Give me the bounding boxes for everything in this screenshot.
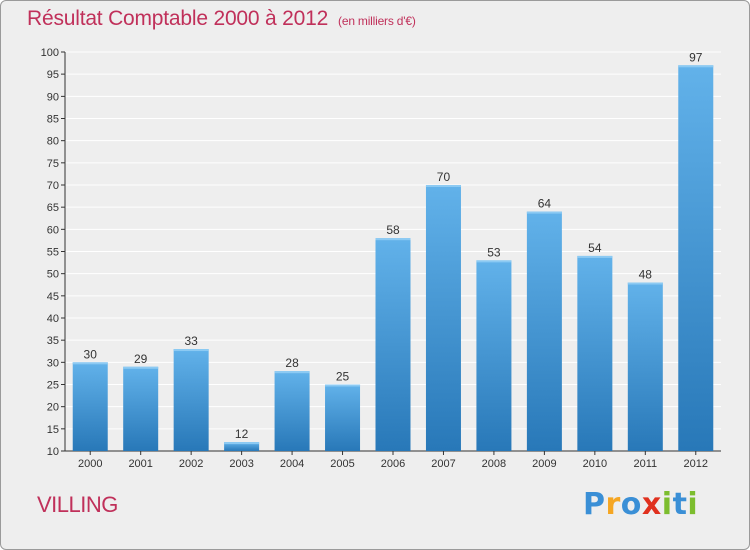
y-tick-label: 90	[47, 91, 59, 103]
y-tick-label: 65	[47, 202, 59, 214]
x-tick-label: 2009	[532, 458, 556, 470]
y-tick-label: 20	[47, 402, 59, 414]
bar-highlight	[627, 282, 663, 285]
bar	[627, 282, 663, 451]
value-label: 29	[134, 352, 148, 366]
logo-letter: r	[605, 487, 621, 522]
x-tick-label: 2005	[330, 458, 354, 470]
value-label: 33	[184, 334, 198, 348]
bar	[476, 260, 512, 451]
y-tick-label: 75	[47, 158, 59, 170]
bar	[224, 442, 260, 451]
value-labels: 30 29 33 12 28 25 58 70 53 64 54 48 97	[84, 50, 703, 441]
logo-letter: P	[583, 487, 606, 522]
bar	[678, 65, 714, 452]
bar-highlight	[425, 185, 461, 187]
bar	[123, 366, 159, 451]
y-tick-label: 45	[47, 291, 59, 303]
logo-letter: x	[641, 487, 662, 522]
bar-highlight	[274, 371, 310, 374]
y-tick-label: 25	[47, 380, 59, 392]
value-label: 64	[538, 197, 552, 211]
logo-letter: o	[620, 487, 642, 522]
y-tick-label: 55	[47, 247, 59, 259]
x-tick-label: 2002	[179, 458, 203, 470]
bar	[173, 349, 209, 451]
value-label: 54	[588, 241, 602, 255]
value-label: 28	[285, 356, 299, 370]
bar-highlight	[678, 65, 714, 68]
bar-highlight	[123, 366, 159, 369]
x-tick-label: 2007	[431, 458, 455, 470]
y-tick-label: 40	[47, 313, 59, 325]
logo-letter: t	[672, 487, 688, 522]
x-tick-label: 2008	[482, 458, 506, 470]
y-tick-label: 95	[47, 69, 59, 81]
value-label: 97	[689, 50, 703, 64]
value-label: 12	[235, 427, 249, 441]
bars	[72, 65, 714, 452]
bar-highlight	[375, 238, 411, 241]
bar-highlight	[173, 349, 209, 352]
bar	[526, 211, 562, 451]
x-tick-label: 2011	[633, 458, 657, 470]
bar-highlight	[476, 260, 512, 263]
chart-title: Résultat Comptable 2000 à 2012 (en millie…	[27, 7, 416, 31]
value-label: 30	[84, 347, 98, 361]
logo-letter: i	[687, 487, 699, 522]
bar	[325, 384, 361, 451]
y-tick-label: 60	[47, 224, 59, 236]
value-label: 58	[386, 223, 400, 237]
x-tick-label: 2000	[78, 458, 102, 470]
bar	[375, 238, 411, 451]
bar-highlight	[526, 211, 562, 214]
y-tick-label: 100	[41, 47, 59, 59]
bar	[577, 255, 613, 451]
logo-letter: i	[661, 487, 673, 522]
commune-name: VILLING	[37, 492, 118, 517]
y-tick-label: 50	[47, 269, 59, 281]
bar	[72, 362, 108, 451]
y-tick-label: 70	[47, 180, 59, 192]
x-tick-label: 2004	[280, 458, 304, 470]
value-label: 48	[639, 268, 653, 282]
y-tick-label: 35	[47, 335, 59, 347]
grid-lines	[65, 51, 721, 452]
value-label: 25	[336, 370, 350, 384]
proxiti-logo: Proxiti	[583, 487, 698, 522]
bar	[425, 185, 461, 451]
y-tick-label: 80	[47, 136, 59, 148]
bar-highlight	[224, 442, 260, 445]
chart-subtitle: (en milliers d'€)	[338, 14, 416, 28]
bar	[274, 371, 310, 451]
y-tick-label: 85	[47, 114, 59, 126]
value-label: 70	[437, 170, 451, 184]
x-tick-label: 2010	[583, 458, 607, 470]
bar-highlight	[72, 362, 108, 365]
value-label: 53	[487, 245, 501, 259]
y-tick-label: 10	[47, 446, 59, 458]
chart-title-text: Résultat Comptable 2000 à 2012	[27, 7, 329, 30]
bar-highlight	[325, 384, 361, 387]
x-tick-label: 2006	[381, 458, 405, 470]
axes: 10 15 20 25 30 35 40 45 50 55 60 65 70 75 80 85 90 95 100 2…	[41, 47, 721, 470]
x-tick-label: 2012	[684, 458, 708, 470]
bar-highlight	[577, 255, 613, 258]
y-tick-label: 15	[47, 424, 59, 436]
y-tick-label: 30	[47, 357, 59, 369]
x-tick-label: 2001	[128, 458, 152, 470]
x-tick-label: 2003	[229, 458, 253, 470]
